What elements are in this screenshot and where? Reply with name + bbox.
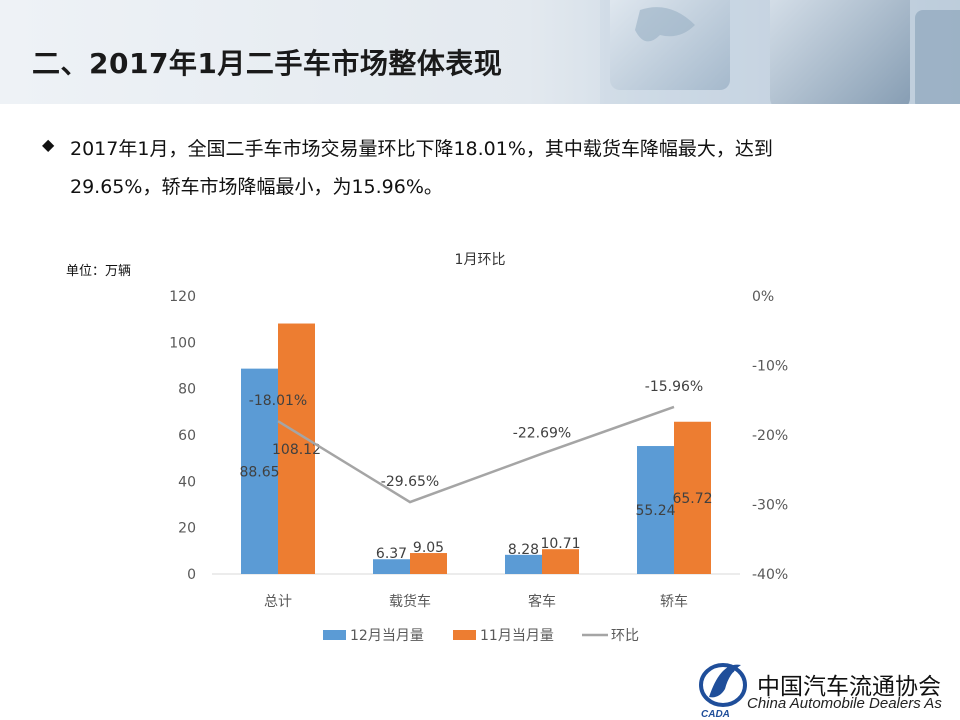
y-right-tick-label: 0% [752,289,774,305]
y-left-tick-label: 20 [178,521,196,537]
logo-english-name: China Automobile Dealers As [747,695,942,712]
cada-logo: CADA 中国汽车流通协会 China Automobile Dealers A… [695,655,960,720]
bar-dec [241,368,278,574]
header-decorative-image [600,0,960,104]
x-tick-label: 载货车 [389,593,431,610]
y-right-tick-label: -40% [752,567,788,583]
y-left-tick-label: 0 [187,567,196,583]
bar-data-label: 55.24 [635,503,675,519]
y-right-tick-label: -30% [752,498,788,514]
x-tick-label: 轿车 [660,593,688,610]
legend-label-mom: 环比 [611,628,639,644]
unit-label: 单位：万辆 [66,264,132,279]
y-left-tick-label: 60 [178,428,196,444]
cada-logo-mark: CADA [699,663,747,719]
slide-header: 二、2017年1月二手车市场整体表现 [0,0,960,104]
mom-data-label: -18.01% [249,393,307,409]
bar-data-label: 9.05 [413,540,444,556]
bar-dec [373,559,410,574]
mom-data-label: -22.69% [513,426,571,442]
bar-nov [278,323,315,574]
bar-nov [542,549,579,574]
y-left-tick-label: 120 [169,289,196,305]
x-tick-label: 客车 [528,593,556,610]
y-left-tick-label: 100 [169,335,196,351]
y-right-tick-label: -10% [752,359,788,375]
bar-nov [410,553,447,574]
bar-data-label: 65.72 [672,491,712,507]
bar-dec [505,554,542,574]
mom-data-label: -15.96% [645,379,703,395]
y-right-tick-label: -20% [752,428,788,444]
legend-swatch-nov [453,630,476,640]
mom-line [277,405,675,504]
bullet-line-2: 29.65%，轿车市场降幅最小，为15.96%。 [70,176,443,198]
bullet-text: 2017年1月，全国二手车市场交易量环比下降18.01%，其中载货车降幅最大，达… [70,130,890,206]
mom-data-label: -29.65% [381,474,439,490]
bar-data-label: 10.71 [540,536,580,552]
slide-title: 二、2017年1月二手车市场整体表现 [32,47,503,80]
legend-label-dec: 12月当月量 [350,628,424,644]
bullet-line-1: 2017年1月，全国二手车市场交易量环比下降18.01%，其中载货车降幅最大，达… [70,138,773,160]
logo-chinese-name: 中国汽车流通协会 [757,674,941,700]
bar-data-label: 88.65 [239,464,279,480]
logo-mark-text: CADA [701,709,730,719]
chart-title: 1月环比 [455,252,506,268]
bar-dec [637,446,674,574]
y-left-tick-label: 40 [178,474,196,490]
x-tick-label: 总计 [264,594,292,610]
bar-data-label: 6.37 [376,546,407,562]
diamond-bullet-icon: ◆ [42,135,55,154]
legend-swatch-dec [323,630,346,640]
y-left-tick-label: 80 [178,382,196,398]
bar-data-label: 108.12 [272,442,321,458]
bar-data-label: 8.28 [508,542,539,558]
legend-label-nov: 11月当月量 [480,628,554,644]
bar-nov [674,421,711,574]
